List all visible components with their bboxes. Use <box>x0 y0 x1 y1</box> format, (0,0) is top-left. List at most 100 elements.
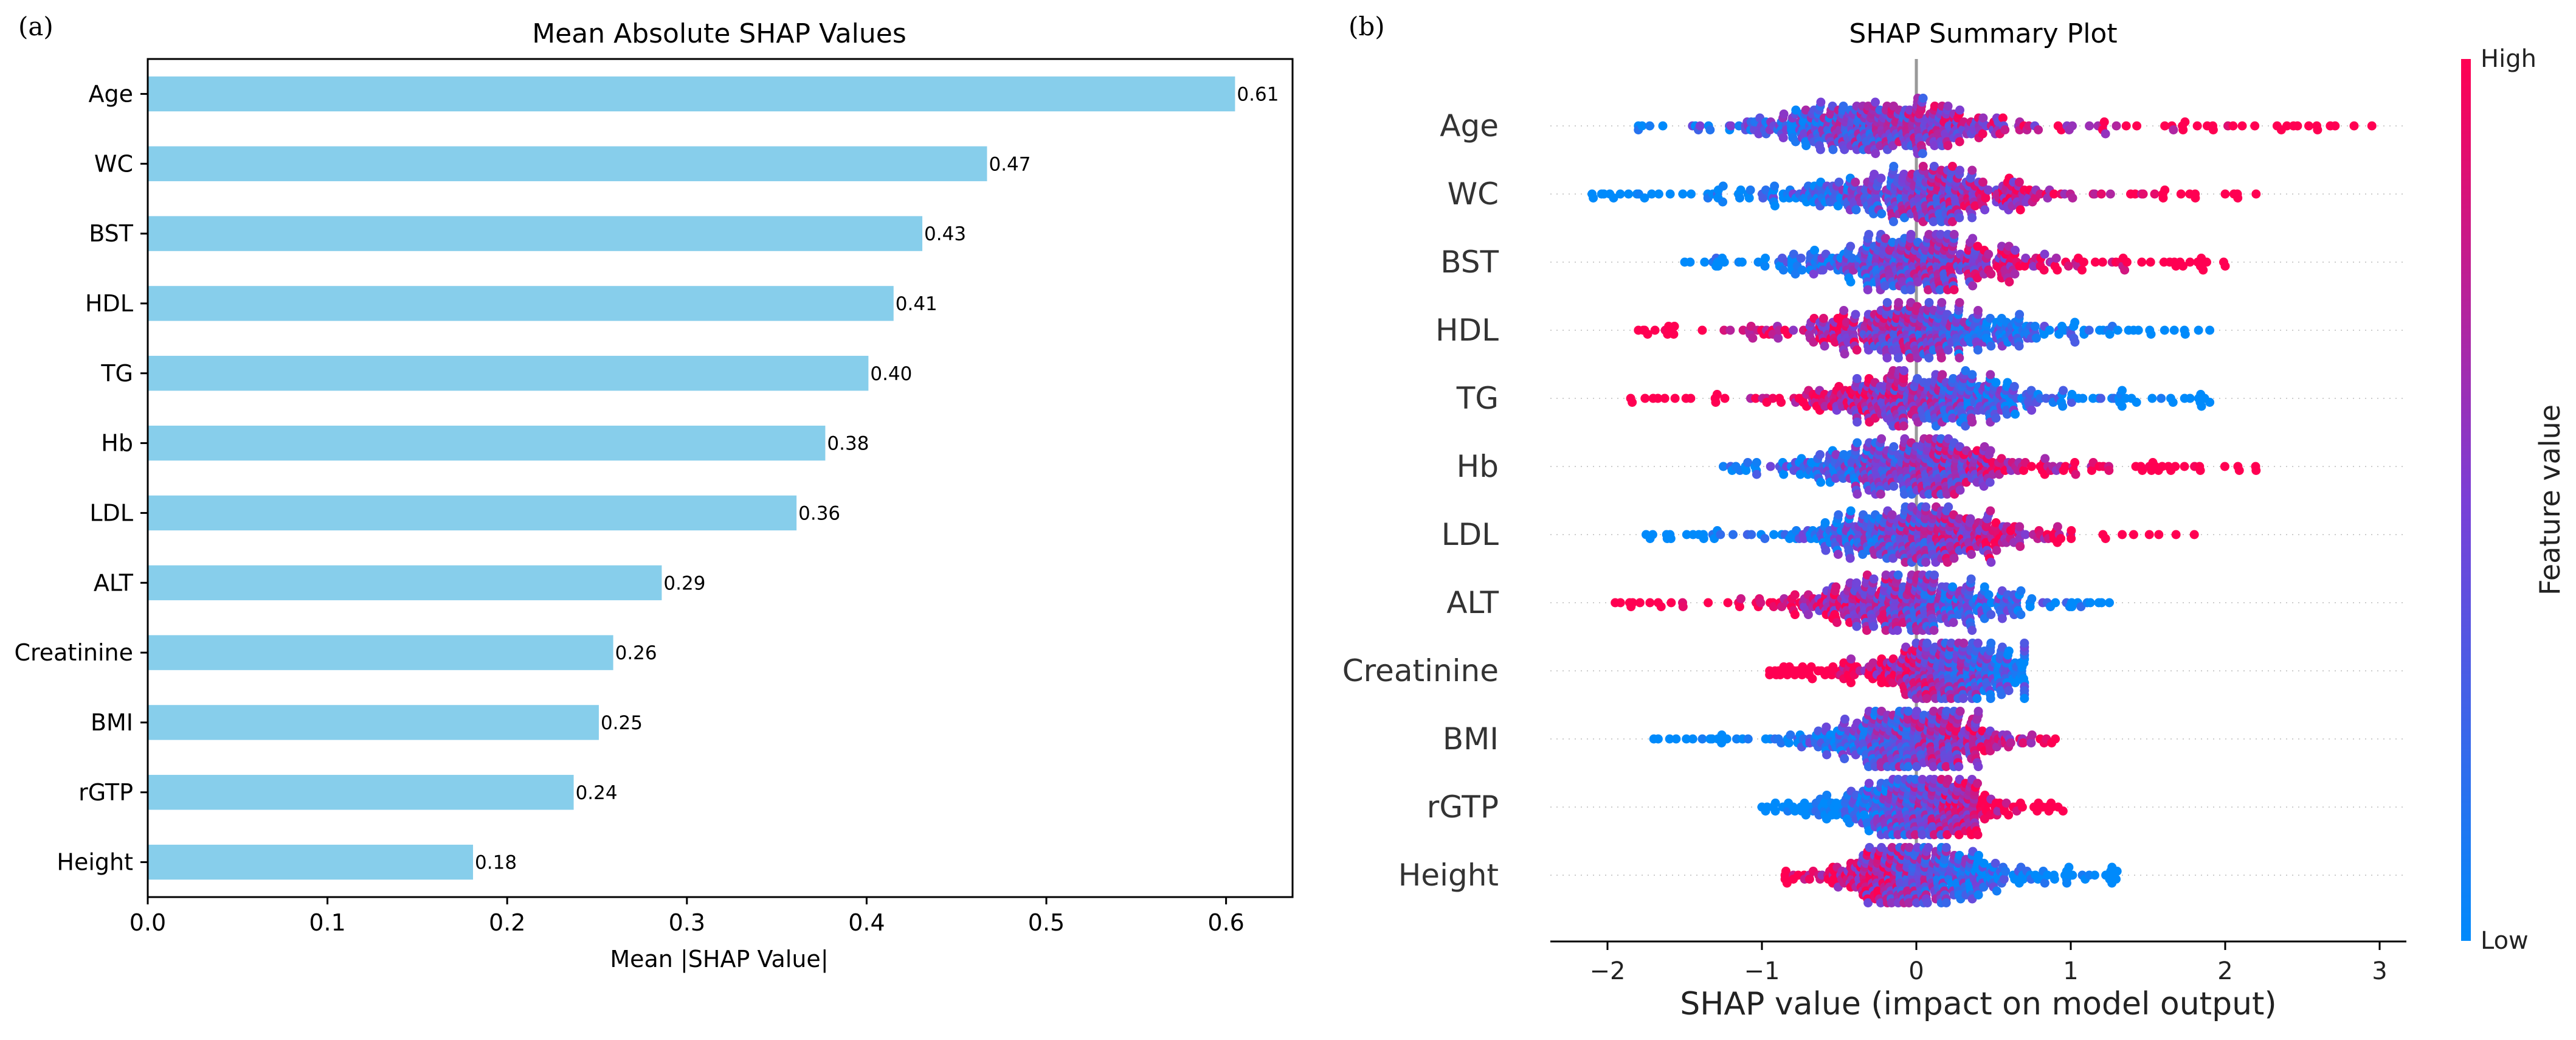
beeswarm-point-creatinine <box>2020 694 2029 703</box>
beeswarm-point-wc <box>1615 189 1625 199</box>
beeswarm-point-tg <box>2185 393 2195 403</box>
beeswarm-point-bmi <box>1840 754 1849 763</box>
beeswarm-point-ldl <box>1760 534 1770 543</box>
beeswarm-point-bst <box>1737 257 1747 267</box>
beeswarm-point-wc <box>1746 185 1755 195</box>
beeswarm-point-wc <box>1978 178 1987 187</box>
beeswarm-point-bst <box>1761 254 1770 263</box>
beeswarm-point-creatinine <box>2004 686 2014 695</box>
beeswarm-point-bst <box>1880 281 1890 291</box>
beeswarm-point-wc <box>2090 189 2099 199</box>
beeswarm-point-age <box>2313 125 2322 134</box>
beeswarm-point-ldl <box>1834 510 1843 519</box>
y-tick-label-tg: TG <box>100 360 133 387</box>
beeswarm-point-alt <box>1948 582 1958 592</box>
beeswarm-point-age <box>2237 121 2247 131</box>
beeswarm-point-ldl <box>1728 530 1738 539</box>
beeswarm-point-ldl <box>1921 558 1931 567</box>
beeswarm-point-wc <box>2068 193 2077 203</box>
beeswarm-point-creatinine <box>1986 694 1995 703</box>
beeswarm-point-creatinine <box>1986 639 1996 648</box>
beeswarm-point-wc <box>2150 189 2160 199</box>
beeswarm-point-wc <box>2049 189 2059 199</box>
beeswarm-point-ldl <box>2171 530 2181 539</box>
beeswarm-point-tg <box>1948 414 1958 423</box>
beeswarm-point-tg <box>1628 398 1637 407</box>
beeswarm-point-bmi <box>1955 707 1965 716</box>
beeswarm-point-age <box>1734 121 1744 131</box>
beeswarm-point-height <box>1922 898 1932 907</box>
bar-alt <box>148 565 662 600</box>
beeswarm-point-ldl <box>2118 530 2127 539</box>
beeswarm-point-creatinine <box>1972 694 1982 703</box>
beeswarm-point-hb <box>2157 462 2167 471</box>
beeswarm-point-hb <box>1766 462 1775 471</box>
beeswarm-point-tg <box>2059 386 2068 395</box>
beeswarm-point-hb <box>1889 442 1899 451</box>
beeswarm-point-wc <box>1678 189 1688 199</box>
beeswarm-point-height <box>1904 898 1914 907</box>
beeswarm-point-hdl <box>2014 341 2024 351</box>
beeswarm-point-hb <box>1815 450 1825 459</box>
feature-label-creatinine: Creatinine <box>1342 653 1499 688</box>
beeswarm-point-bst <box>2202 257 2211 267</box>
beeswarm-point-bmi <box>1941 762 1951 771</box>
beeswarm-point-hdl <box>1893 353 1903 362</box>
beeswarm-point-alt <box>1881 626 1891 635</box>
beeswarm-point-bmi <box>2018 738 2028 747</box>
beeswarm-point-age <box>1839 102 1848 111</box>
beeswarm-point-bst <box>2079 257 2088 267</box>
beeswarm-point-wc <box>1589 193 1598 203</box>
beeswarm-point-bst <box>2005 277 2014 286</box>
beeswarm-point-wc <box>1970 201 1980 210</box>
beeswarm-point-hb <box>2040 454 2050 463</box>
beeswarm-point-age <box>2160 121 2170 131</box>
beeswarm-point-hdl <box>2205 325 2215 335</box>
beeswarm-point-hdl <box>1669 330 1679 339</box>
beeswarm-point-hdl <box>1882 298 1892 307</box>
beeswarm-point-hdl <box>1670 322 1679 331</box>
beeswarm-point-wc <box>2251 189 2261 199</box>
beeswarm-point-hdl <box>1839 306 1849 315</box>
y-tick-label-wc: WC <box>94 150 133 177</box>
beeswarm-point-bmi <box>1973 707 1983 716</box>
beeswarm-point-bst <box>1796 254 1806 263</box>
beeswarm-point-bst <box>2090 257 2100 267</box>
beeswarm-point-age <box>1815 145 1825 154</box>
beeswarm-point-bmi <box>1688 734 1697 744</box>
beeswarm-point-wc <box>2014 178 2024 187</box>
beeswarm-point-tg <box>2117 401 2127 411</box>
beeswarm-point-rgtp <box>1845 818 1854 828</box>
beeswarm-point-height <box>2112 867 2122 876</box>
beeswarm-point-alt <box>1881 570 1891 580</box>
y-tick-label-hb: Hb <box>101 430 133 457</box>
beeswarm-point-wc <box>1983 185 1993 195</box>
beeswarm-point-rgtp <box>1910 830 1920 839</box>
bar-series <box>148 76 1235 880</box>
beeswarm-point-alt <box>1756 598 1766 608</box>
beeswarm-point-alt <box>1628 598 1637 608</box>
beeswarm-point-wc <box>2015 205 2025 215</box>
y-tick-label-rgtp: rGTP <box>78 779 133 806</box>
beeswarm-point-creatinine <box>1806 662 1816 671</box>
beeswarm-point-bmi <box>1840 715 1849 724</box>
beeswarm-point-age <box>2101 129 2110 139</box>
beeswarm-point-bst <box>1809 269 1818 279</box>
beeswarm-point-bst <box>1936 230 1946 239</box>
beeswarm-point-ldl <box>2067 534 2076 543</box>
beeswarm-point-rgtp <box>1918 830 1927 839</box>
beeswarm-point-bmi <box>1671 734 1681 744</box>
beeswarm-point-bst <box>1818 265 1828 275</box>
beeswarm-point-tg <box>2009 382 2019 391</box>
beeswarm-point-hb <box>1743 458 1753 467</box>
beeswarm-point-hb <box>1719 462 1728 471</box>
beeswarm-point-alt <box>1930 570 1939 580</box>
beeswarm-point-age <box>1645 121 1654 131</box>
beeswarm-point-bst <box>1986 269 1996 279</box>
beeswarm-point-wc <box>1758 193 1768 203</box>
beeswarm-point-alt <box>1980 582 1989 592</box>
beeswarm-point-bst <box>2120 265 2130 275</box>
beeswarm-point-hb <box>2071 470 2080 479</box>
beeswarm-point-ldl <box>1666 534 1676 543</box>
beeswarm-point-tg <box>1711 398 1721 407</box>
